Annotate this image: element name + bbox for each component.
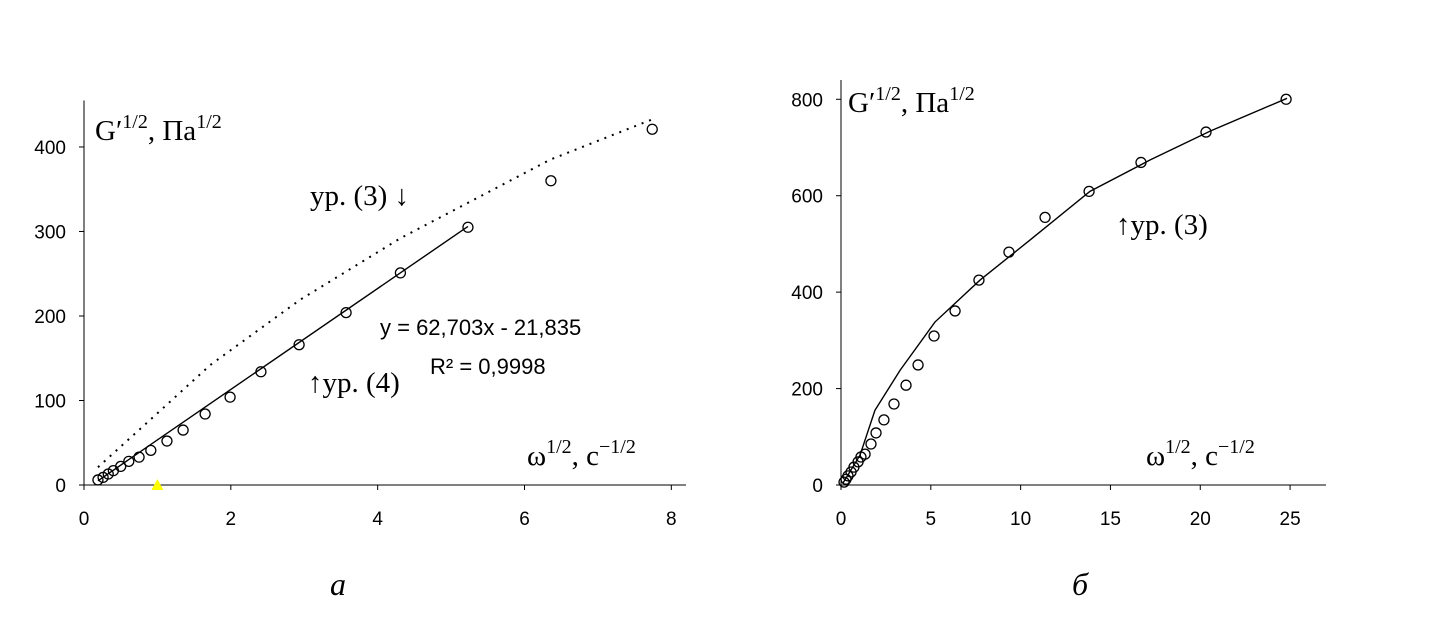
x-tick-label: 6 <box>519 509 530 530</box>
data-point <box>545 175 557 187</box>
data-point <box>293 339 305 351</box>
y-axis-label-sup: 1/2 <box>196 111 222 133</box>
x-tick-label: 2 <box>226 509 237 530</box>
x-axis-label-part: ω <box>1146 440 1165 472</box>
annotation: y = 62,703x - 21,835 <box>380 315 581 340</box>
x-tick-label: 20 <box>1190 509 1211 530</box>
data-point <box>878 414 890 426</box>
y-tick-label: 200 <box>791 380 823 401</box>
y-axis-label-sup: 1/2 <box>875 83 901 105</box>
x-tick-label: 5 <box>926 509 937 530</box>
data-point <box>133 451 145 463</box>
data-point <box>462 221 474 233</box>
y-tick-label: 400 <box>791 283 823 304</box>
y-tick-label: 200 <box>34 307 66 328</box>
data-point <box>949 305 961 317</box>
data-point <box>92 474 104 486</box>
data-point <box>1039 211 1051 224</box>
data-point <box>145 444 157 457</box>
x-axis-label-part: , с <box>1191 440 1218 472</box>
data-point <box>973 274 985 286</box>
data-point <box>900 379 912 391</box>
data-point <box>224 391 236 403</box>
data-point <box>888 398 900 410</box>
data-point <box>177 424 189 436</box>
y-axis-label-part: G′ <box>848 87 875 119</box>
marker-triangle <box>151 479 164 490</box>
x-tick-label: 25 <box>1280 509 1301 530</box>
data-point <box>870 427 882 439</box>
y-axis-label: G′1/2, Па1/2 <box>95 111 222 147</box>
data-point <box>1280 93 1292 105</box>
annotation: R² = 0,9998 <box>430 354 546 379</box>
x-tick-label: 8 <box>666 509 677 530</box>
annotation: ↑ур. (4) <box>308 367 400 399</box>
data-point <box>394 267 407 279</box>
x-axis-label-sup: 1/2 <box>546 436 572 458</box>
y-axis-label-part: G′ <box>95 115 122 147</box>
x-tick-label: 4 <box>372 509 383 530</box>
y-tick-label: 300 <box>34 222 66 243</box>
data-point <box>912 359 924 371</box>
data-point <box>842 470 854 482</box>
y-axis-label-part: , Па <box>901 87 949 119</box>
data-point <box>1003 246 1015 258</box>
x-axis-label-sup: −1/2 <box>599 436 636 458</box>
x-tick-label: 10 <box>1010 509 1031 530</box>
panel-caption: б <box>1072 566 1089 602</box>
x-tick-label: 0 <box>836 509 847 530</box>
annotation: ур. (3) ↓ <box>310 180 409 212</box>
y-axis-label: G′1/2, Па1/2 <box>848 83 975 119</box>
data-point <box>199 408 211 420</box>
y-tick-label: 400 <box>34 138 66 159</box>
x-axis-label-sup: 1/2 <box>1165 436 1191 458</box>
dotted-line <box>97 117 656 468</box>
y-tick-label: 600 <box>791 187 823 208</box>
fit-line <box>97 225 469 482</box>
data-point <box>838 476 850 488</box>
fit-line <box>842 97 1288 484</box>
panel-caption: а <box>330 566 346 602</box>
x-axis-label: ω1/2, с−1/2 <box>1146 436 1255 472</box>
y-tick-label: 800 <box>791 90 823 111</box>
y-tick-label: 100 <box>34 391 66 412</box>
y-tick-label: 0 <box>55 476 66 497</box>
data-point <box>646 123 658 135</box>
y-axis-label-part: , Па <box>148 115 196 147</box>
x-axis-label-part: , с <box>572 440 599 472</box>
y-tick-label: 0 <box>812 476 823 497</box>
data-point <box>1200 126 1212 138</box>
data-point <box>161 435 173 447</box>
annotation: ↑ур. (3) <box>1116 209 1208 241</box>
data-point <box>865 438 877 450</box>
x-tick-label: 0 <box>79 509 90 530</box>
data-point <box>115 460 127 473</box>
y-axis-label-sup: 1/2 <box>122 111 148 133</box>
x-axis-label-part: ω <box>527 440 546 472</box>
x-tick-label: 15 <box>1100 509 1121 530</box>
data-point <box>928 330 940 342</box>
data-point <box>123 455 135 467</box>
y-axis-label-sup: 1/2 <box>949 83 975 105</box>
data-point <box>1083 185 1095 198</box>
x-axis-label-sup: −1/2 <box>1218 436 1255 458</box>
x-axis-label: ω1/2, с−1/2 <box>527 436 636 472</box>
data-point <box>340 306 352 319</box>
